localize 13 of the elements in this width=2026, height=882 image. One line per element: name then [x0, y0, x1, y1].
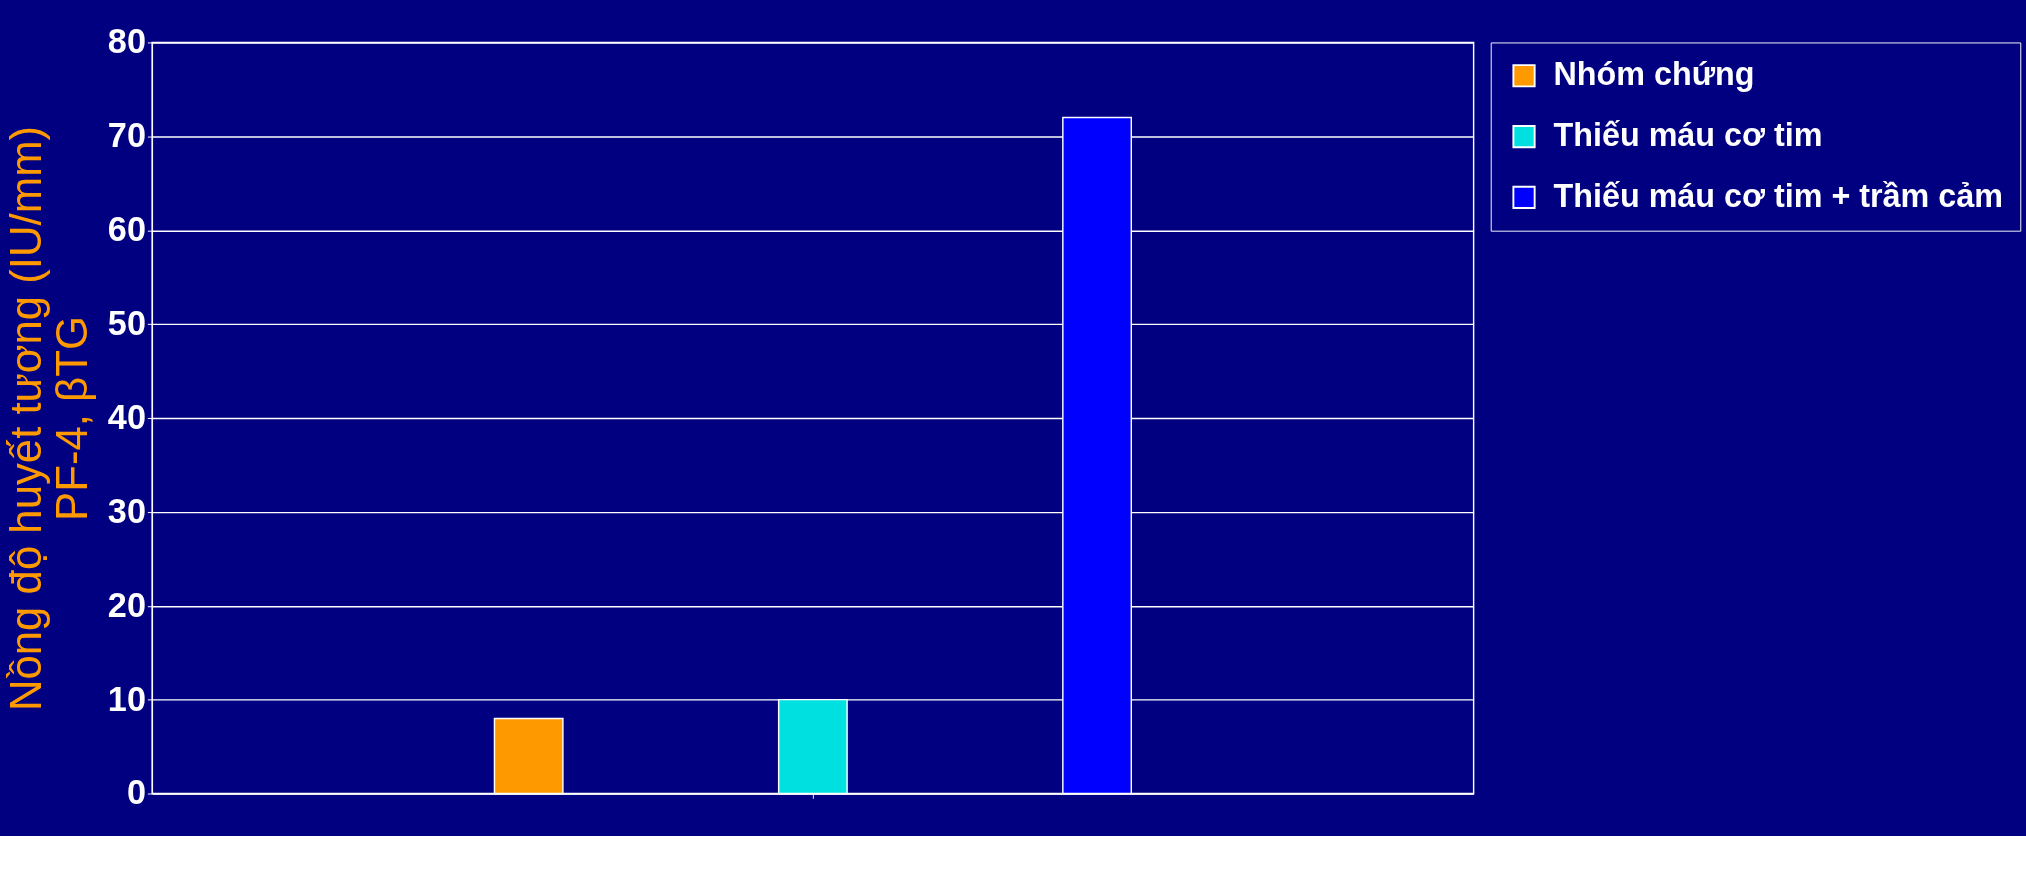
legend-label: Thiếu máu cơ tim [1553, 117, 1823, 154]
y-tick-label: 60 [107, 210, 146, 249]
legend-label: Thiếu máu cơ tim + trầm cảm [1553, 177, 2003, 214]
y-tick-label: 70 [107, 116, 146, 155]
y-axis-title: Nồng độ huyết tương (IU/mm) PF-4, βTG [1, 125, 96, 712]
y-tick-label: 40 [107, 397, 146, 436]
legend-label: Nhóm chứng [1553, 56, 1755, 93]
y-tick-label: 20 [107, 585, 146, 624]
y-tick-label: 0 [126, 773, 146, 812]
y-tick-label: 80 [107, 22, 146, 61]
y-tick-label: 10 [107, 679, 146, 718]
y-tick-label: 30 [107, 491, 146, 530]
y-tick-label: 50 [107, 304, 146, 343]
